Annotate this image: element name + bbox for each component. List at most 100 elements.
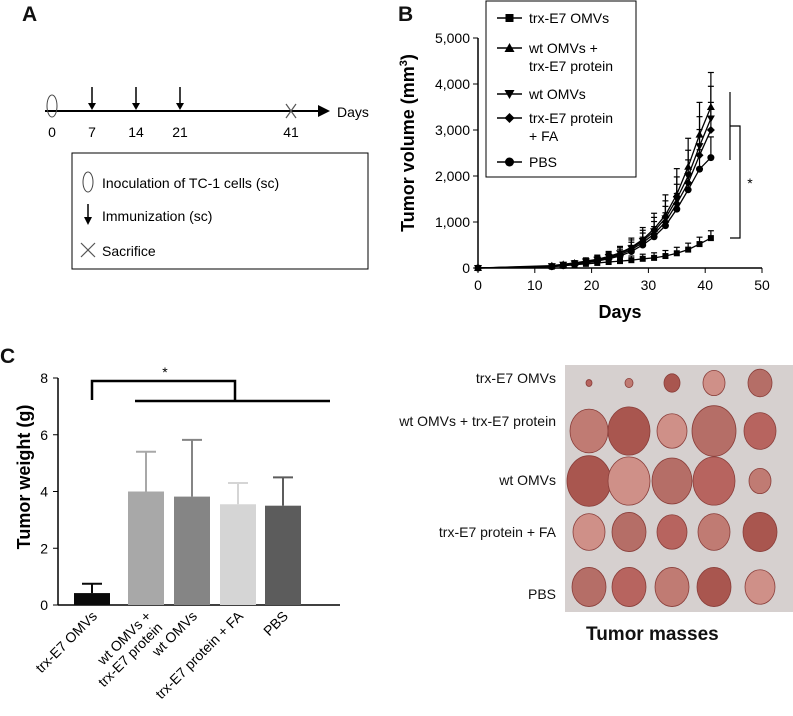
sacrifice-cross-icon <box>80 242 96 258</box>
tumor-volume-chart: Tumor volume (mm3) Days 0 1,000 2,000 3,000… <box>398 0 770 322</box>
photo-row-label: wt OMVs <box>499 472 556 488</box>
volume-y-tick-label: 2,000 <box>435 168 470 184</box>
tumor-mass <box>697 513 731 551</box>
tumor-mass <box>607 406 651 456</box>
photo-caption: Tumor masses <box>586 624 719 645</box>
immunization-arrow-icon <box>84 204 92 225</box>
sacrifice-cross-icon <box>285 103 297 119</box>
legend-sacrifice-label: Sacrifice <box>102 243 156 259</box>
tumor-photo <box>565 365 793 612</box>
volume-point <box>548 263 556 271</box>
volume-x-tick-label: 50 <box>754 277 770 293</box>
volume-legend-label: wt OMVs <box>528 86 586 102</box>
volume-x-tick-label: 10 <box>527 277 543 293</box>
tumor-mass <box>624 377 634 388</box>
tumor-mass <box>656 514 688 550</box>
volume-point <box>617 258 623 265</box>
timeline-axis-label: Days <box>337 104 369 120</box>
volume-point <box>661 222 669 230</box>
volume-legend-label-line: + FA <box>529 128 559 144</box>
panel-c-label: C <box>0 345 16 368</box>
tumor-mass <box>696 567 732 607</box>
panel-b-label: B <box>398 3 414 26</box>
weight-bar <box>220 504 256 605</box>
tumor-mass <box>656 413 688 449</box>
volume-series-4 <box>474 136 715 272</box>
timeline-day-label: 41 <box>283 124 299 140</box>
timeline-day-label: 7 <box>88 124 96 140</box>
tumor-mass <box>611 567 647 607</box>
volume-point <box>605 255 613 263</box>
volume-legend-label: trx-E7 protein + FA <box>529 110 613 144</box>
volume-point <box>582 259 590 267</box>
timeline-day-label: 0 <box>48 124 56 140</box>
tumor-mass <box>654 567 690 607</box>
volume-point <box>571 260 579 268</box>
volume-point <box>628 257 635 264</box>
volume-point <box>707 235 714 242</box>
photo-row-label: PBS <box>527 586 556 602</box>
tumor-mass <box>569 408 609 454</box>
tumor-mass <box>691 405 737 457</box>
volume-x-tick-label: 30 <box>641 277 657 293</box>
weight-y-tick-label: 0 <box>40 597 48 613</box>
volume-legend-label: trx-E7 OMVs <box>529 10 609 26</box>
panel-a-label: A <box>22 3 38 26</box>
weight-y-tick-label: 2 <box>40 540 48 556</box>
timeline-day-label: 14 <box>128 124 144 140</box>
immunization-arrow-icon <box>132 87 140 110</box>
volume-x-tick-label: 0 <box>474 277 482 293</box>
weight-category-label: trx-E7 protein + FA <box>152 607 247 702</box>
photo-row-label: wt OMVs + trx-E7 protein <box>399 413 556 429</box>
tumor-mass <box>742 512 778 552</box>
volume-legend-label: PBS <box>529 154 557 170</box>
volume-y-tick-label: 5,000 <box>435 30 470 46</box>
volume-point <box>593 257 601 265</box>
weight-y-tick-label: 8 <box>40 370 48 386</box>
volume-point <box>559 262 567 270</box>
weight-bar <box>265 505 301 605</box>
volume-series-0 <box>475 230 714 271</box>
volume-legend-marker <box>504 43 515 52</box>
timeline-arrowhead <box>318 105 330 117</box>
volume-point <box>696 241 703 248</box>
volume-significance-bracket <box>730 125 741 239</box>
weight-category-label: trx-E7 OMVs <box>32 608 100 676</box>
volume-point <box>706 126 715 134</box>
volume-y-tick-label: 0 <box>462 260 470 276</box>
volume-x-tick-label: 40 <box>697 277 713 293</box>
volume-series-line <box>477 157 712 269</box>
volume-y-tick-label: 3,000 <box>435 122 470 138</box>
tumor-mass <box>748 467 772 495</box>
inoculation-icon <box>82 171 94 193</box>
weight-significance-star: * <box>162 364 168 380</box>
volume-y-tick-label: 1,000 <box>435 214 470 230</box>
immunization-arrow-icon <box>176 87 184 110</box>
volume-legend-marker <box>505 157 514 167</box>
inoculation-icon <box>46 94 58 118</box>
volume-y-axis-label-close: ) <box>398 54 418 60</box>
tumor-mass <box>572 513 606 551</box>
photo-row-label: trx-E7 OMVs <box>475 370 556 386</box>
volume-x-axis-label: Days <box>598 302 641 322</box>
volume-point <box>707 154 715 162</box>
volume-legend-label-line: trx-E7 protein <box>529 58 613 74</box>
volume-legend-marker <box>504 113 515 123</box>
volume-point <box>696 165 704 173</box>
volume-point <box>673 250 680 257</box>
volume-point <box>639 241 647 249</box>
volume-point <box>662 253 669 260</box>
volume-x-tick-label: 20 <box>584 277 600 293</box>
volume-point <box>685 246 692 253</box>
volume-point <box>684 186 692 194</box>
tumor-mass <box>702 369 726 397</box>
volume-y-tick-label: 4,000 <box>435 76 470 92</box>
tumor-mass <box>607 456 651 506</box>
weight-category-label: PBS <box>260 608 291 639</box>
weight-y-axis-label: Tumor weight (g) <box>14 405 34 550</box>
weight-y-tick-label: 4 <box>40 484 48 500</box>
volume-legend-box <box>485 0 637 178</box>
tumor-mass <box>747 368 773 398</box>
volume-legend-label-line: wt OMVs + <box>528 40 598 56</box>
